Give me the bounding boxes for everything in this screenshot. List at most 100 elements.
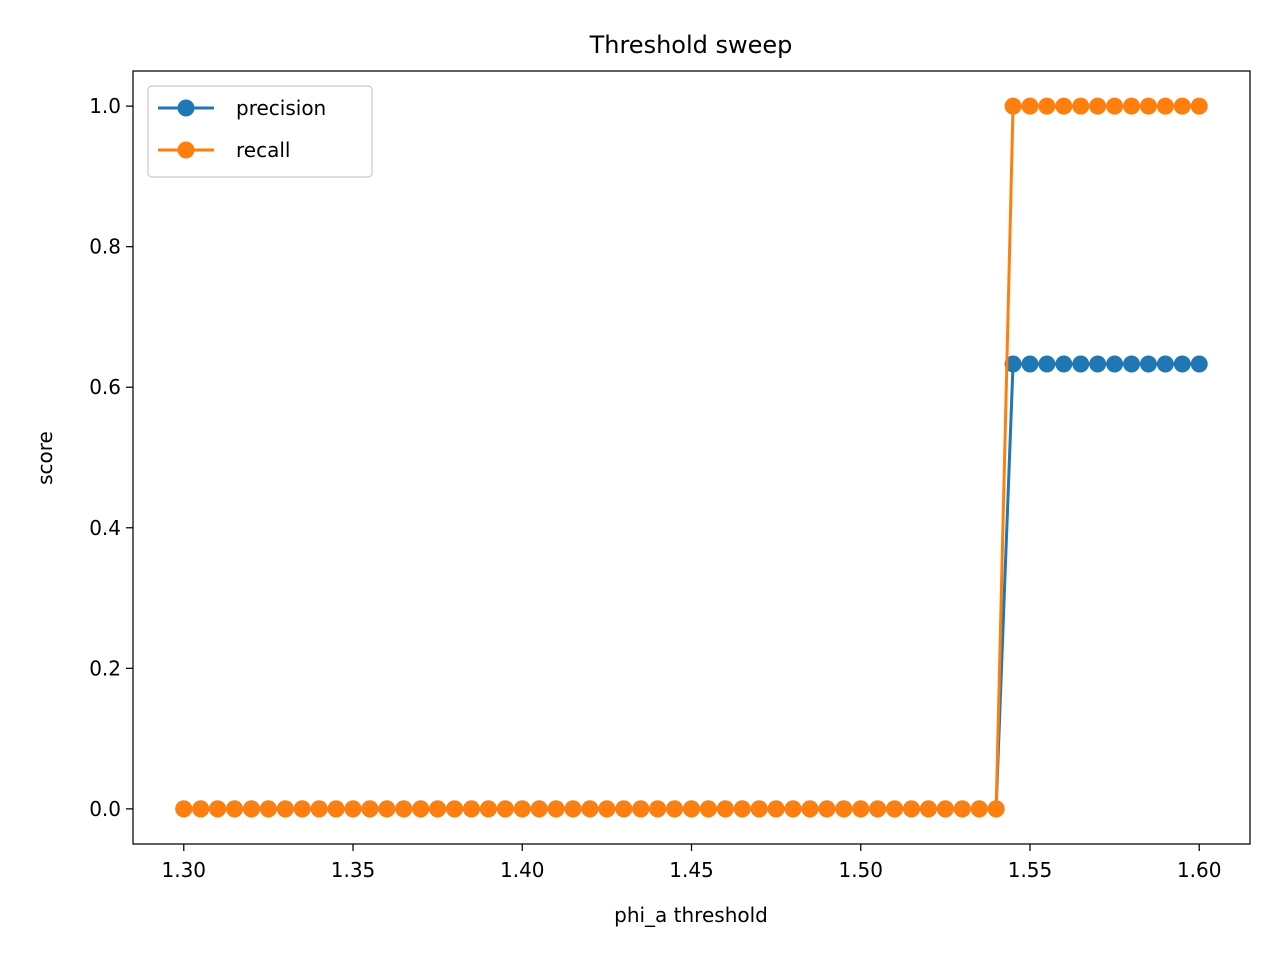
data-point-recall xyxy=(242,800,260,818)
data-point-recall xyxy=(1038,97,1056,115)
data-point-precision xyxy=(1021,355,1039,373)
data-point-recall xyxy=(175,800,193,818)
data-point-recall xyxy=(479,800,497,818)
legend-label-precision: precision xyxy=(236,96,326,120)
data-point-precision xyxy=(1106,355,1124,373)
data-point-recall xyxy=(970,800,988,818)
data-point-recall xyxy=(886,800,904,818)
data-point-recall xyxy=(1156,97,1174,115)
data-point-recall xyxy=(953,800,971,818)
series-precision xyxy=(175,355,1208,818)
data-point-precision xyxy=(1173,355,1191,373)
series-line-precision xyxy=(183,362,1200,811)
data-point-recall xyxy=(987,800,1005,818)
series-layer xyxy=(175,97,1208,818)
data-point-recall xyxy=(462,800,480,818)
data-point-recall xyxy=(1089,97,1107,115)
y-axis: 0.0 0.2 0.4 0.6 0.8 1.0 xyxy=(89,94,133,821)
x-axis-label: phi_a threshold xyxy=(614,903,768,927)
data-point-recall xyxy=(750,800,768,818)
series-recall xyxy=(175,97,1208,818)
data-point-recall xyxy=(259,800,277,818)
data-point-recall xyxy=(683,800,700,818)
data-point-recall xyxy=(818,800,836,818)
data-point-precision xyxy=(1089,355,1107,373)
y-tick-label: 1.0 xyxy=(89,94,121,118)
data-point-recall xyxy=(649,800,667,818)
x-tick-label: 1.55 xyxy=(1008,858,1053,882)
data-point-recall xyxy=(1190,97,1208,115)
data-point-recall xyxy=(835,800,853,818)
data-point-recall xyxy=(1055,97,1073,115)
data-point-precision xyxy=(1139,355,1157,373)
y-tick-label: 0.8 xyxy=(89,235,121,259)
data-point-recall xyxy=(310,800,328,818)
data-point-precision xyxy=(1055,355,1073,373)
data-point-recall xyxy=(1072,97,1090,115)
legend: precision recall xyxy=(147,85,373,178)
data-point-recall xyxy=(615,800,633,818)
data-point-recall xyxy=(293,800,311,818)
data-point-recall xyxy=(344,800,362,818)
data-point-recall xyxy=(1139,97,1157,115)
y-axis-label: score xyxy=(33,431,57,485)
data-point-recall xyxy=(903,800,921,818)
data-point-recall xyxy=(192,800,210,818)
legend-marker-precision xyxy=(177,99,195,117)
data-point-recall xyxy=(733,800,751,818)
data-point-recall xyxy=(767,800,785,818)
y-tick-label: 0.2 xyxy=(89,656,121,680)
x-tick-label: 1.35 xyxy=(331,858,376,882)
data-point-recall xyxy=(936,800,954,818)
data-point-recall xyxy=(412,800,430,818)
data-point-recall xyxy=(1123,97,1141,115)
x-tick-label: 1.45 xyxy=(669,858,714,882)
x-axis: 1.30 1.35 1.40 1.45 1.50 1.55 1.60 xyxy=(162,844,1222,882)
data-point-recall xyxy=(226,800,244,818)
data-point-precision xyxy=(1123,355,1141,373)
y-tick-label: 0.0 xyxy=(89,797,121,821)
data-point-precision xyxy=(1072,355,1090,373)
legend-marker-recall xyxy=(177,141,195,159)
data-point-recall xyxy=(784,800,802,818)
data-point-recall xyxy=(632,800,650,818)
data-point-recall xyxy=(666,800,684,818)
data-point-recall xyxy=(801,800,819,818)
data-point-recall xyxy=(1021,97,1039,115)
data-point-recall xyxy=(327,800,345,818)
data-point-recall xyxy=(564,800,582,818)
data-point-precision xyxy=(1156,355,1174,373)
data-point-recall xyxy=(699,800,717,818)
data-point-recall xyxy=(581,800,599,818)
data-point-recall xyxy=(1173,97,1191,115)
data-point-recall xyxy=(513,800,531,818)
series-line-recall xyxy=(183,104,1200,811)
data-point-recall xyxy=(429,800,447,818)
data-point-recall xyxy=(1004,97,1022,115)
data-point-recall xyxy=(598,800,616,818)
x-tick-label: 1.40 xyxy=(500,858,545,882)
data-point-recall xyxy=(378,800,396,818)
data-point-recall xyxy=(852,800,870,818)
data-point-precision xyxy=(1038,355,1056,373)
y-tick-label: 0.6 xyxy=(89,375,121,399)
data-point-recall xyxy=(209,800,227,818)
plot-area xyxy=(132,70,1251,845)
data-point-recall xyxy=(446,800,464,818)
data-point-precision xyxy=(1190,355,1208,373)
x-tick-label: 1.60 xyxy=(1177,858,1222,882)
data-point-recall xyxy=(716,800,734,818)
legend-label-recall: recall xyxy=(236,138,290,162)
data-point-recall xyxy=(869,800,887,818)
x-tick-label: 1.30 xyxy=(162,858,207,882)
data-point-recall xyxy=(395,800,413,818)
data-point-recall xyxy=(361,800,379,818)
data-point-recall xyxy=(530,800,548,818)
chart-title: Threshold sweep xyxy=(589,31,793,59)
data-point-precision xyxy=(1004,355,1022,373)
data-point-recall xyxy=(547,800,565,818)
data-point-recall xyxy=(919,800,937,818)
y-tick-label: 0.4 xyxy=(89,516,121,540)
x-tick-label: 1.50 xyxy=(838,858,883,882)
